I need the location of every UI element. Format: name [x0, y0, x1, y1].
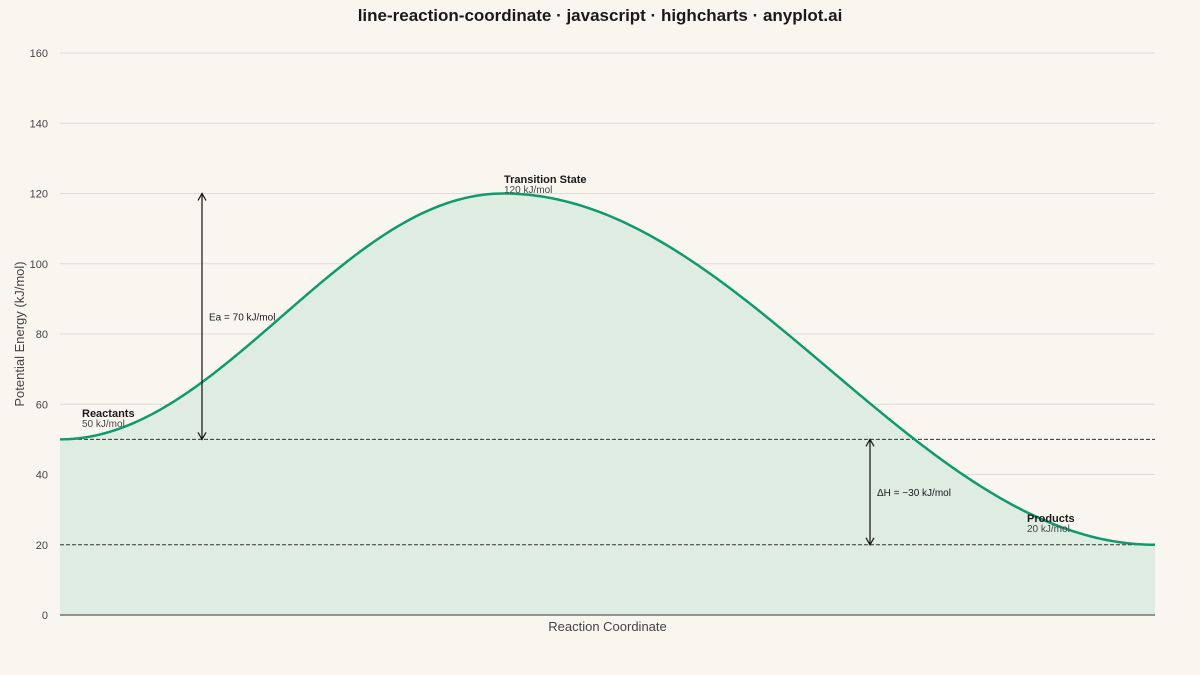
arrow-head-top: [865, 438, 875, 447]
point-name: Reactants: [82, 408, 135, 420]
y-tick-label: 80: [36, 329, 48, 341]
activation-energy-arrow: Ea = 70 kJ/mol: [197, 192, 275, 441]
reference-lines: [60, 438, 1155, 546]
annotation-label: Ea = 70 kJ/mol: [209, 312, 275, 323]
y-tick-label: 40: [36, 470, 48, 482]
y-axis-ticks: 0 20 40 60 80 100 120 140 160: [30, 48, 48, 622]
arrow-head-top: [197, 192, 207, 201]
y-tick-label: 120: [30, 189, 48, 201]
y-tick-label: 140: [30, 118, 48, 130]
x-axis-title: Reaction Coordinate: [548, 619, 667, 634]
y-tick-label: 20: [36, 540, 48, 552]
energy-area-fill: [60, 193, 1155, 615]
arrow-head-bottom: [865, 537, 875, 546]
point-energy: 50 kJ/mol: [82, 419, 125, 430]
annotation-label: ΔH = −30 kJ/mol: [877, 488, 951, 499]
y-tick-label: 60: [36, 399, 48, 411]
y-tick-label: 0: [42, 610, 48, 622]
y-tick-label: 160: [30, 48, 48, 60]
point-energy: 20 kJ/mol: [1027, 524, 1070, 535]
chart-title: line-reaction-coordinate · javascript · …: [358, 6, 843, 25]
enthalpy-arrow: ΔH = −30 kJ/mol: [865, 438, 951, 546]
arrow-head-bottom: [197, 432, 207, 441]
y-tick-label: 100: [30, 259, 48, 271]
annotation-arrows: Ea = 70 kJ/mol ΔH = −30 kJ/mol: [197, 192, 951, 546]
point-name: Transition State: [504, 174, 587, 186]
y-axis-title: Potential Energy (kJ/mol): [12, 261, 27, 406]
energy-curve-line: [59, 192, 1156, 546]
point-name: Products: [1027, 513, 1075, 525]
point-energy: 120 kJ/mol: [504, 185, 552, 196]
